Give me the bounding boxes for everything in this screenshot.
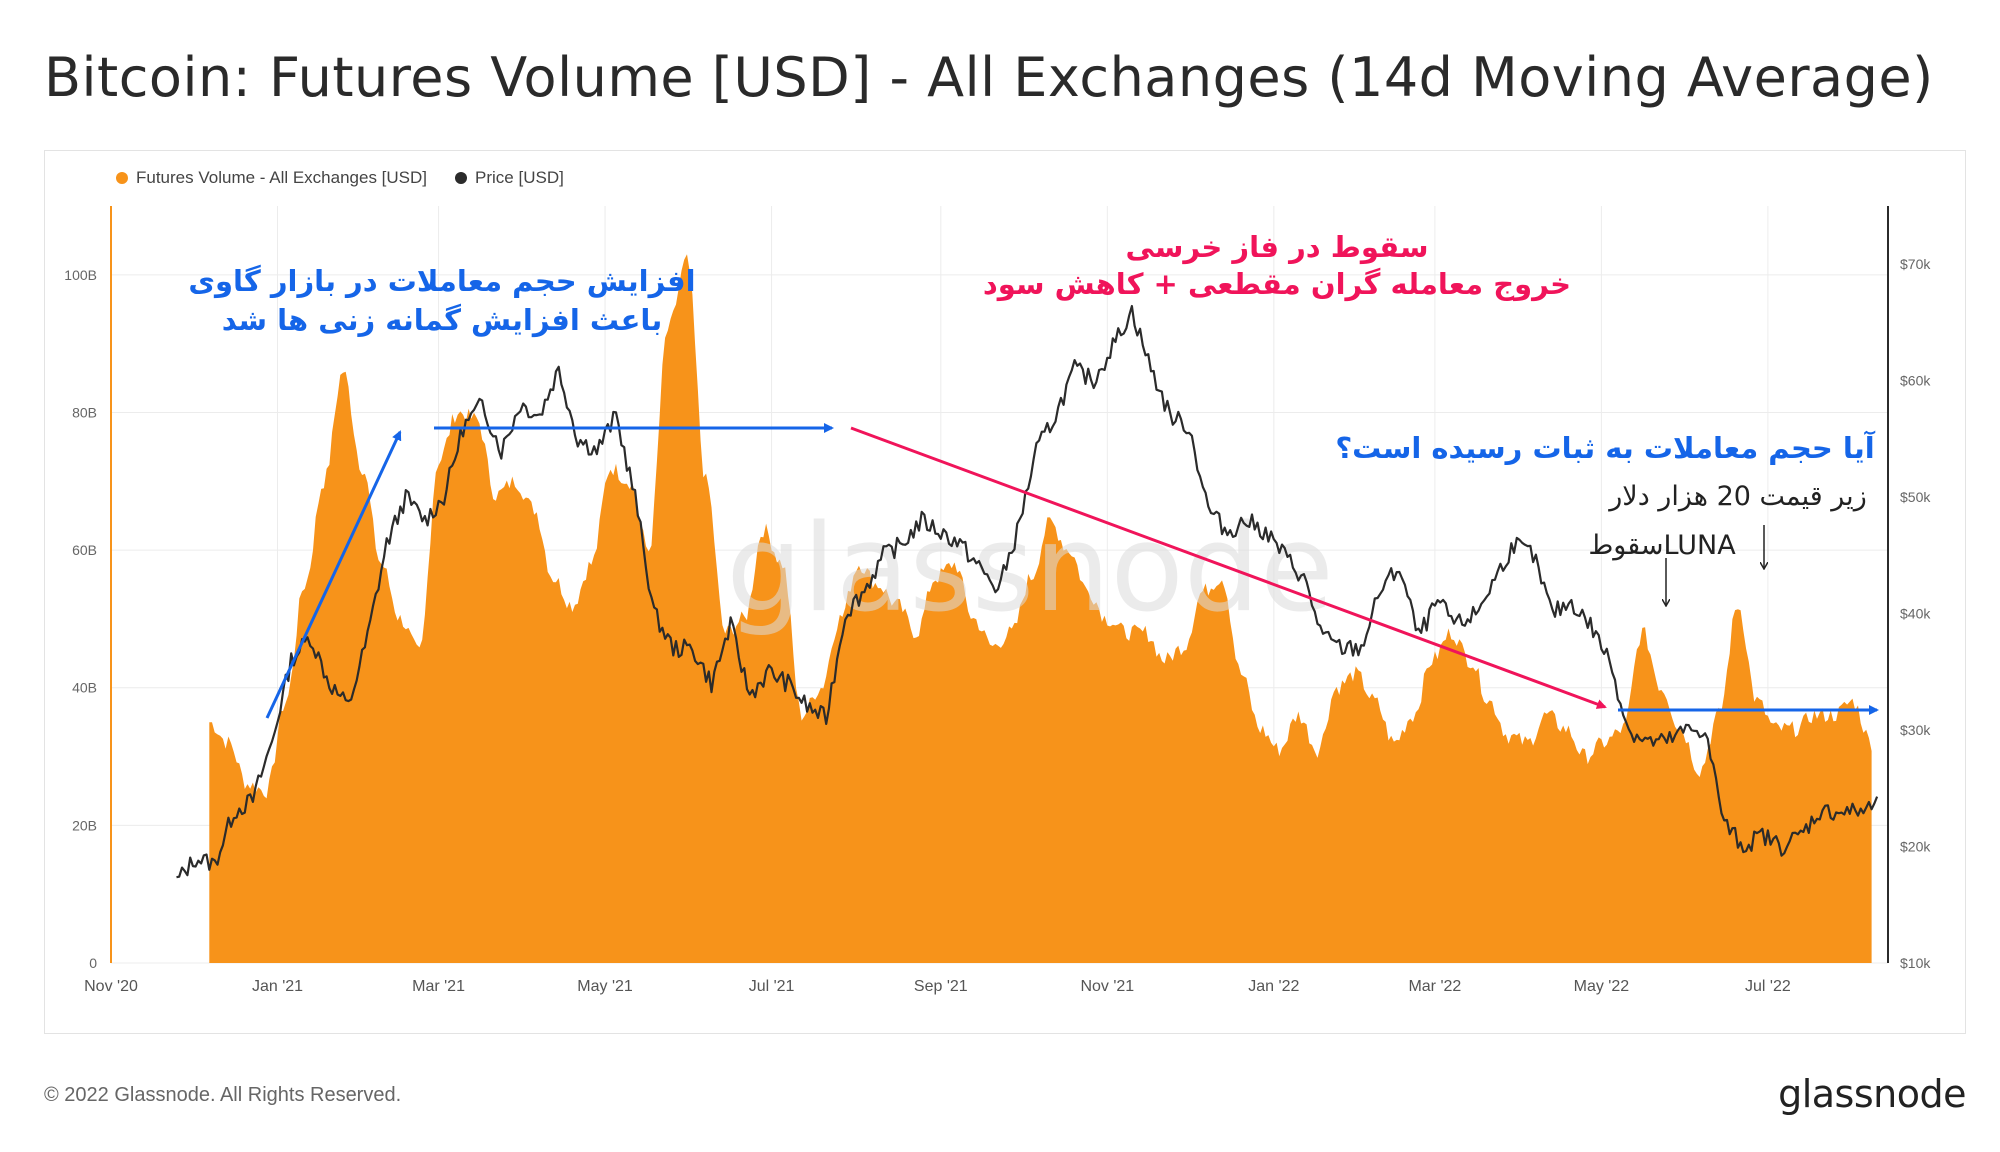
y-left-axis: 0 20B 40B 60B 80B 100B (64, 267, 97, 971)
y-right-tick-label: $50k (1900, 489, 1931, 505)
legend-price-label: Price [USD] (475, 168, 564, 187)
y-left-tick-label: 80B (72, 404, 97, 420)
annotation-luna: سقوطLUNA (1588, 530, 1736, 561)
bear-arrow (850, 426, 1607, 709)
x-tick-label: Mar '22 (1408, 978, 1461, 995)
x-tick-label: Nov '20 (84, 978, 138, 995)
x-tick-label: Jul '21 (749, 978, 795, 995)
y-left-tick-label: 60B (72, 542, 97, 558)
y-left-tick-label: 0 (89, 955, 97, 971)
footer-copyright: © 2022 Glassnode. All Rights Reserved. (44, 1084, 402, 1106)
annotation-bull-1: افزایش حجم معاملات در بازار گاوی (188, 264, 695, 298)
y-right-tick-label: $10k (1900, 955, 1931, 971)
y-left-tick-label: 20B (72, 817, 97, 833)
glassnode-logo: glassnode (1778, 1072, 1966, 1116)
annotation-bear-1: سقوط در فاز خرسی (1126, 230, 1429, 264)
y-right-axis: $10k $20k $30k $40k $50k $60k $70k (1900, 256, 1931, 971)
chart-legend: Futures Volume - All Exchanges [USD] Pri… (116, 168, 564, 188)
x-tick-label: Mar '21 (412, 978, 465, 995)
annotation-below20k: زیر قیمت 20 هزار دلار (1607, 481, 1866, 512)
legend-volume-dot (116, 172, 128, 184)
x-tick-label: Nov '21 (1080, 978, 1134, 995)
page-title: Bitcoin: Futures Volume [USD] - All Exch… (44, 46, 1934, 109)
x-axis: Nov '20 Jan '21 Mar '21 May '21 Jul '21 Sep '… (84, 978, 1791, 995)
legend-item-price[interactable]: Price [USD] (455, 168, 564, 188)
x-tick-label: Sep '21 (914, 978, 968, 995)
annotation-bull-2: باعث افزایش گمانه زنی ها شد (222, 303, 662, 337)
x-tick-label: Jan '21 (252, 978, 303, 995)
series-price-line (176, 304, 1879, 879)
x-tick-label: Jul '22 (1745, 978, 1791, 995)
x-tick-label: May '21 (577, 978, 633, 995)
annotation-question: آیا حجم معاملات به ثبات رسیده است؟ (1335, 430, 1875, 465)
legend-price-dot (455, 172, 468, 184)
y-right-tick-label: $60k (1900, 373, 1931, 389)
annotation-bear-2: خروج معامله گران مقطعی + کاهش سود (983, 267, 1571, 301)
y-right-tick-label: $20k (1900, 839, 1931, 855)
y-right-tick-label: $70k (1900, 256, 1931, 272)
bull-arrow (265, 430, 402, 719)
legend-item-volume[interactable]: Futures Volume - All Exchanges [USD] (116, 168, 427, 188)
y-right-tick-label: $30k (1900, 722, 1931, 738)
series-volume-area (209, 254, 1872, 963)
y-right-tick-label: $40k (1900, 606, 1931, 622)
chart-panel (44, 150, 1966, 1034)
y-left-tick-label: 100B (64, 267, 97, 283)
x-tick-label: Jan '22 (1248, 978, 1299, 995)
y-left-tick-label: 40B (72, 680, 97, 696)
x-tick-label: May '22 (1574, 978, 1630, 995)
legend-volume-label: Futures Volume - All Exchanges [USD] (136, 168, 428, 187)
